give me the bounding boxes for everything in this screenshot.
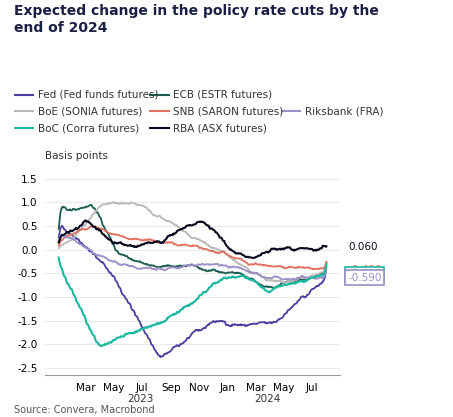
Line: SNB (SARON futures): SNB (SARON futures) xyxy=(59,225,326,269)
Text: -0.430: -0.430 xyxy=(348,265,381,275)
Text: 0.060: 0.060 xyxy=(348,242,378,252)
Text: -0.490: -0.490 xyxy=(348,268,381,278)
Text: 2024: 2024 xyxy=(254,394,280,404)
Text: ECB (ESTR futures): ECB (ESTR futures) xyxy=(173,90,273,100)
Text: Fed (Fed funds futures): Fed (Fed funds futures) xyxy=(38,90,158,100)
Text: BoC (Corra futures): BoC (Corra futures) xyxy=(38,123,139,133)
Text: Riksbank (FRA): Riksbank (FRA) xyxy=(305,106,383,116)
Text: -0.525: -0.525 xyxy=(348,270,381,280)
Text: -0.590: -0.590 xyxy=(348,273,381,283)
Line: Fed (Fed funds futures): Fed (Fed funds futures) xyxy=(59,226,326,357)
Text: BoE (SONIA futures): BoE (SONIA futures) xyxy=(38,106,142,116)
Text: RBA (ASX futures): RBA (ASX futures) xyxy=(173,123,267,133)
Line: RBA (ASX futures): RBA (ASX futures) xyxy=(59,220,326,258)
Text: Basis points: Basis points xyxy=(45,151,108,161)
Line: BoC (Corra futures): BoC (Corra futures) xyxy=(59,258,326,346)
Text: SNB (SARON futures): SNB (SARON futures) xyxy=(173,106,284,116)
Text: -0.515: -0.515 xyxy=(348,269,381,279)
Line: Riksbank (FRA): Riksbank (FRA) xyxy=(59,234,326,280)
Text: Expected change in the policy rate cuts by the
end of 2024: Expected change in the policy rate cuts … xyxy=(14,4,378,35)
Line: ECB (ESTR futures): ECB (ESTR futures) xyxy=(59,205,326,288)
Line: BoE (SONIA futures): BoE (SONIA futures) xyxy=(59,202,326,283)
Text: 2023: 2023 xyxy=(127,394,154,404)
Text: Source: Convera, Macrobond: Source: Convera, Macrobond xyxy=(14,405,154,415)
